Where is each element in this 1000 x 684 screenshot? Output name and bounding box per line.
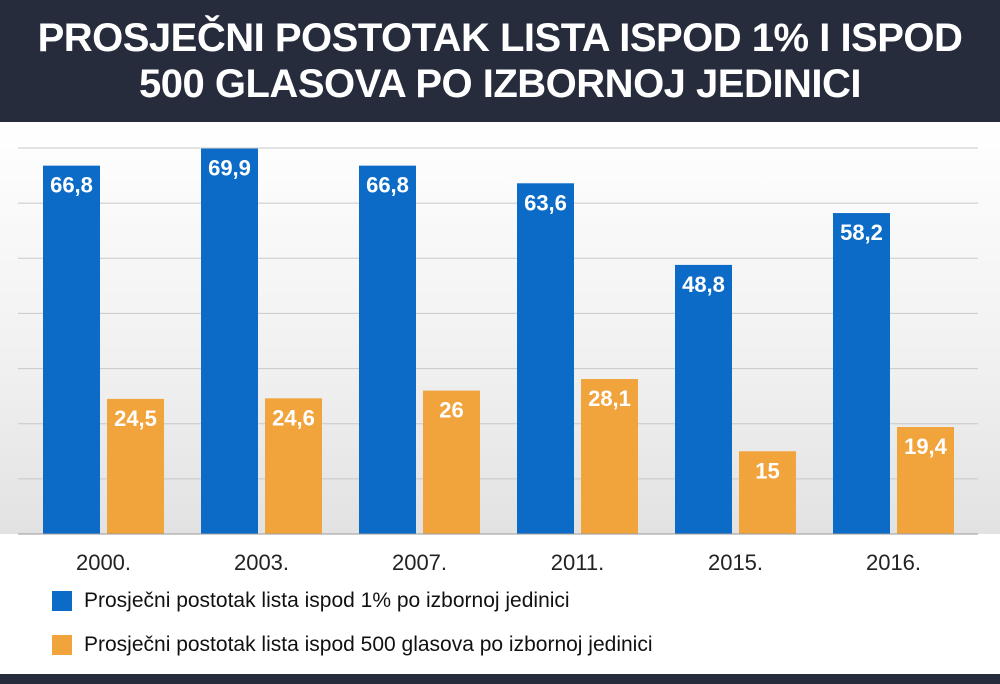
bar-orange-2007 (423, 390, 480, 534)
chart-title: PROSJEČNI POSTOTAK LISTA ISPOD 1% I ISPO… (37, 16, 963, 106)
x-tick-label: 2015. (708, 550, 763, 575)
bar-orange-2000 (107, 398, 164, 534)
data-label: 48,8 (682, 272, 725, 297)
data-label: 19,4 (904, 434, 948, 459)
legend-swatch-orange (52, 635, 72, 655)
bar-blue-2011 (517, 183, 574, 534)
legend-swatch-blue (52, 591, 72, 611)
data-label: 24,6 (272, 405, 315, 430)
legend-label-blue: Prosječni postotak lista ispod 1% po izb… (84, 589, 570, 612)
bar-blue-2015 (675, 264, 732, 534)
data-label: 66,8 (50, 173, 93, 198)
data-label: 15 (755, 458, 779, 483)
x-tick-label: 2007. (392, 550, 447, 575)
data-label: 28,1 (588, 386, 631, 411)
footer-bar (0, 674, 1000, 684)
x-tick-label: 2016. (866, 550, 921, 575)
data-label: 66,8 (366, 173, 409, 198)
x-tick-label: 2011. (551, 550, 604, 575)
bar-orange-2011 (581, 379, 638, 534)
data-label: 26 (439, 398, 463, 423)
bar-orange-2015 (739, 451, 796, 534)
bar-orange-2016 (897, 427, 954, 534)
data-label: 69,9 (208, 156, 251, 181)
data-label: 24,5 (114, 406, 157, 431)
legend-label-orange: Prosječni postotak lista ispod 500 glaso… (84, 633, 653, 656)
bar-blue-2000 (43, 165, 100, 534)
bar-blue-2007 (359, 165, 416, 534)
chart-header: PROSJEČNI POSTOTAK LISTA ISPOD 1% I ISPO… (0, 0, 1000, 122)
legend: Prosječni postotak lista ispod 1% po izb… (52, 586, 653, 674)
axis-area (0, 534, 1000, 674)
bar-orange-2003 (265, 398, 322, 534)
legend-item-orange: Prosječni postotak lista ispod 500 glaso… (52, 630, 653, 660)
x-tick-label: 2003. (234, 550, 289, 575)
data-label: 63,6 (524, 190, 567, 215)
data-label: 58,2 (840, 220, 883, 245)
bar-blue-2003 (201, 148, 258, 534)
legend-item-blue: Prosječni postotak lista ispod 1% po izb… (52, 586, 653, 616)
x-tick-label: 2000. (76, 550, 131, 575)
bar-blue-2016 (833, 213, 890, 534)
